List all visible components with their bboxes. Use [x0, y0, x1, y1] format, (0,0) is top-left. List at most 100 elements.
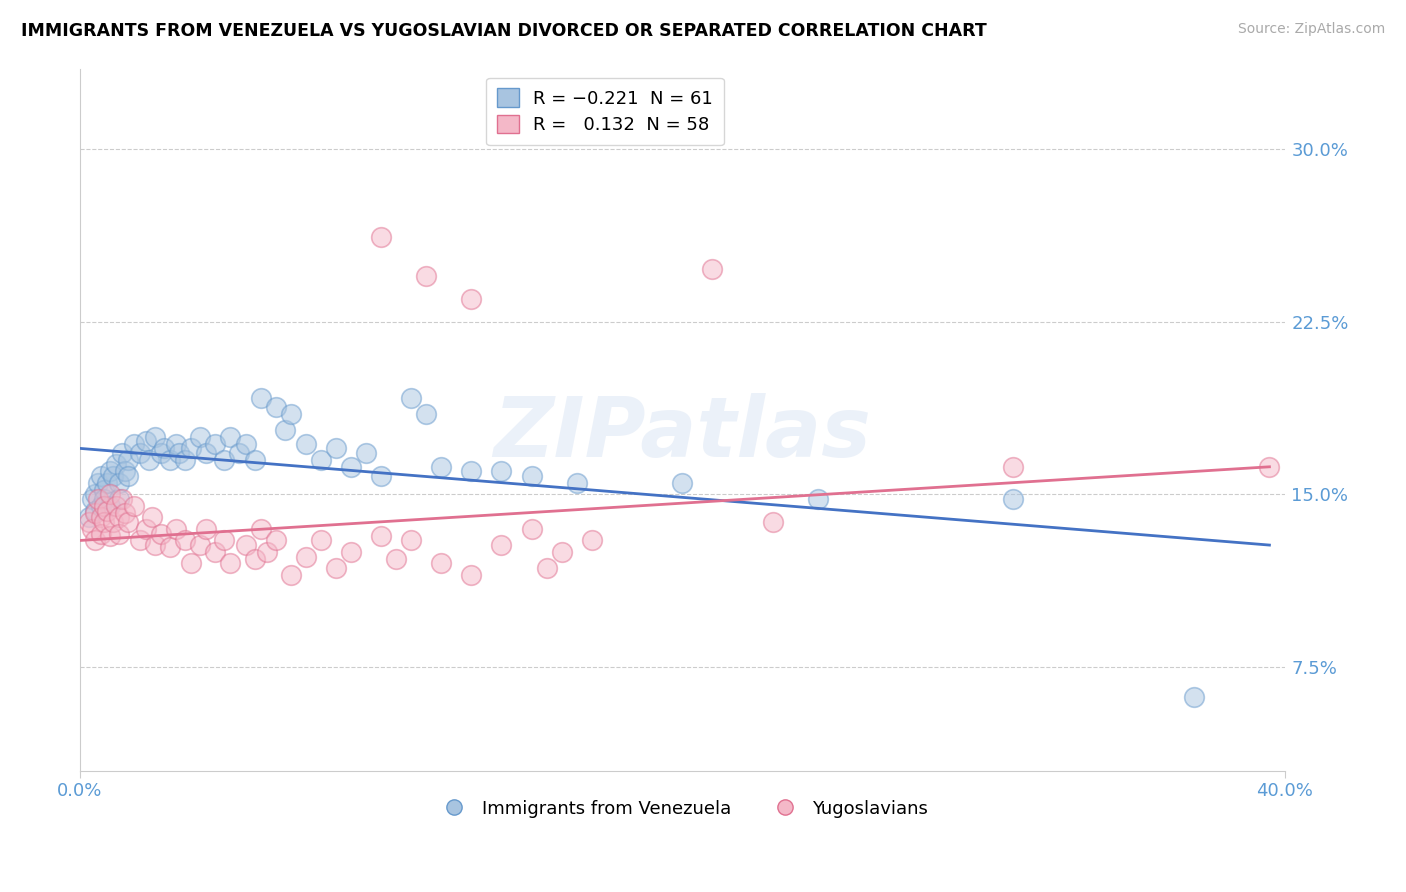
Point [108, 510, 131, 524]
Point [90, 469, 112, 483]
Point [135, 522, 157, 536]
Point [195, 446, 218, 460]
Point [143, 430, 166, 444]
Point [249, 391, 271, 405]
Point [90, 510, 112, 524]
Point [761, 515, 783, 529]
Point [180, 442, 202, 456]
Point [520, 469, 543, 483]
Point [150, 446, 173, 460]
Point [108, 526, 131, 541]
Point [84, 487, 107, 501]
Point [460, 292, 482, 306]
Point [111, 446, 134, 460]
Point [135, 434, 157, 449]
Point [243, 552, 266, 566]
Point [117, 515, 139, 529]
Point [228, 446, 250, 460]
Point [80, 522, 103, 536]
Point [98, 529, 121, 543]
Point [370, 229, 392, 244]
Point [150, 526, 173, 541]
Point [87, 491, 110, 506]
Point [249, 522, 271, 536]
Point [280, 568, 302, 582]
Point [430, 459, 453, 474]
Point [385, 552, 408, 566]
Point [1002, 459, 1025, 474]
Point [399, 391, 422, 405]
Point [188, 430, 211, 444]
Point [98, 487, 121, 501]
Point [370, 529, 392, 543]
Point [165, 437, 187, 451]
Point [174, 533, 197, 548]
Point [93, 515, 115, 529]
Point [256, 545, 278, 559]
Point [111, 491, 134, 506]
Text: IMMIGRANTS FROM VENEZUELA VS YUGOSLAVIAN DIVORCED OR SEPARATED CORRELATION CHART: IMMIGRANTS FROM VENEZUELA VS YUGOSLAVIAN… [21, 22, 987, 40]
Point [129, 446, 152, 460]
Point [77, 510, 100, 524]
Point [520, 522, 543, 536]
Point [235, 437, 257, 451]
Legend: Immigrants from Venezuela, Yugoslavians: Immigrants from Venezuela, Yugoslavians [429, 792, 935, 825]
Point [243, 453, 266, 467]
Point [129, 533, 152, 548]
Point [180, 557, 202, 571]
Point [98, 464, 121, 478]
Point [460, 568, 482, 582]
Point [415, 407, 437, 421]
Point [105, 458, 128, 472]
Point [77, 515, 100, 529]
Point [98, 499, 121, 513]
Point [581, 533, 603, 548]
Point [214, 453, 236, 467]
Point [93, 483, 115, 497]
Point [235, 538, 257, 552]
Point [264, 400, 287, 414]
Point [93, 491, 115, 506]
Point [159, 541, 181, 555]
Point [204, 545, 226, 559]
Point [340, 459, 363, 474]
Point [122, 499, 145, 513]
Point [204, 437, 226, 451]
Point [90, 499, 112, 513]
Point [174, 453, 197, 467]
Point [93, 499, 115, 513]
Point [96, 503, 118, 517]
Point [354, 446, 377, 460]
Point [491, 464, 513, 478]
Point [491, 538, 513, 552]
Point [273, 423, 295, 437]
Point [340, 545, 363, 559]
Point [141, 510, 163, 524]
Point [96, 475, 118, 490]
Point [108, 491, 131, 506]
Point [188, 538, 211, 552]
Point [219, 557, 242, 571]
Point [117, 453, 139, 467]
Point [1182, 690, 1205, 704]
Point [114, 506, 136, 520]
Point [214, 533, 236, 548]
Point [325, 442, 347, 456]
Point [551, 545, 574, 559]
Text: Source: ZipAtlas.com: Source: ZipAtlas.com [1237, 22, 1385, 37]
Point [309, 453, 332, 467]
Point [671, 475, 693, 490]
Point [101, 469, 124, 483]
Point [264, 533, 287, 548]
Point [370, 469, 392, 483]
Point [1002, 491, 1025, 506]
Point [90, 526, 112, 541]
Point [702, 261, 724, 276]
Point [122, 437, 145, 451]
Point [165, 522, 187, 536]
Point [114, 464, 136, 478]
Point [101, 515, 124, 529]
Point [415, 268, 437, 283]
Point [117, 469, 139, 483]
Point [138, 453, 160, 467]
